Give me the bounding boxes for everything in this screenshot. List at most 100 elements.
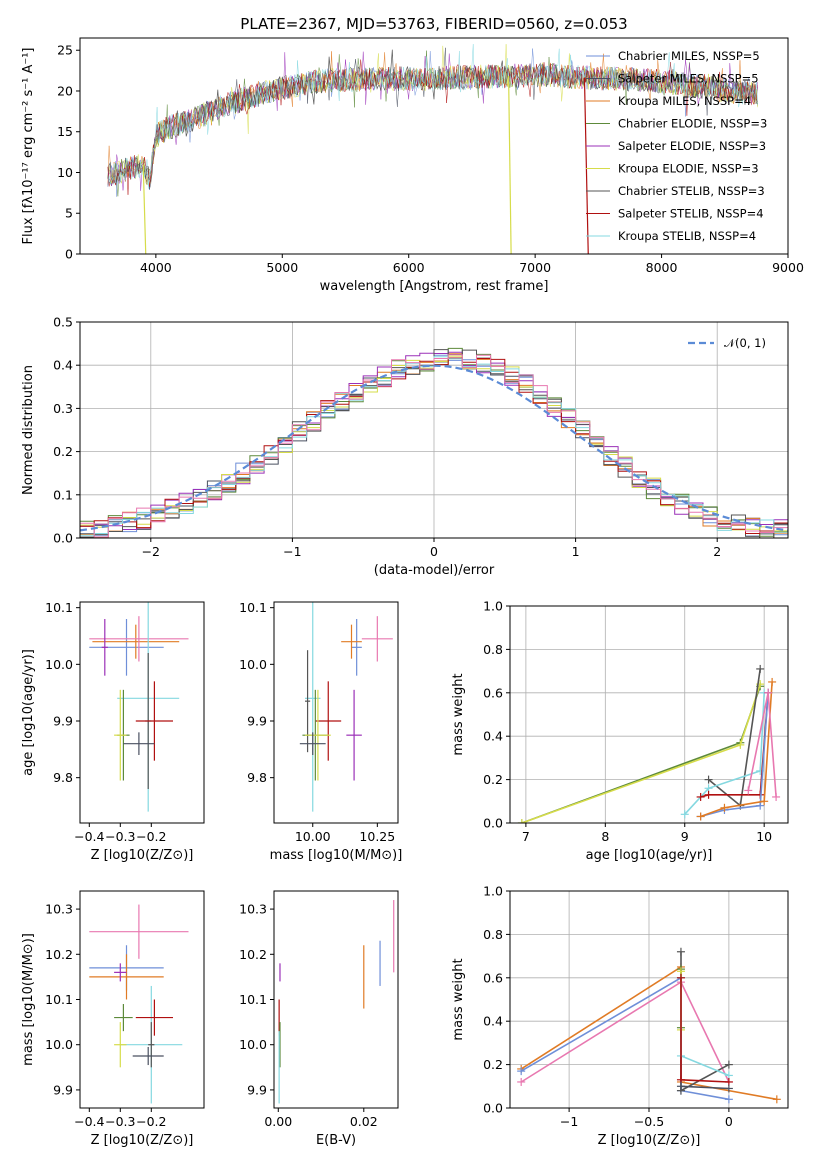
x-tick-label: 0.00 bbox=[264, 1114, 292, 1129]
axes-frame bbox=[273, 890, 399, 1109]
x-axis-label: wavelength [Angstrom, rest frame] bbox=[320, 279, 549, 294]
y-tick-label: 20 bbox=[57, 83, 73, 98]
plot-area bbox=[517, 947, 781, 1104]
y-tick-label: 0.0 bbox=[483, 1101, 503, 1116]
axes-frame bbox=[79, 890, 205, 1109]
legend: Chabrier MILES, NSSP=5 Salpeter MILES, NS… bbox=[586, 49, 767, 243]
axes-frame bbox=[79, 37, 789, 255]
series-line bbox=[684, 692, 765, 815]
y-tick-label: 10.2 bbox=[239, 947, 267, 962]
x-axis-label: Z [log10(Z/Z⊙)] bbox=[91, 848, 194, 863]
errorbar-point bbox=[305, 689, 331, 781]
errorbar-point bbox=[114, 689, 127, 781]
errorbar-point bbox=[135, 681, 173, 761]
errorbar-point bbox=[305, 650, 311, 753]
y-tick-label: 9.8 bbox=[53, 770, 73, 785]
x-axis-label: (data-model)/error bbox=[374, 563, 495, 578]
y-tick-label: 9.9 bbox=[247, 714, 267, 729]
axes-frame bbox=[273, 601, 399, 824]
errorbar-point bbox=[346, 689, 362, 781]
legend: 𝒩(0, 1) bbox=[688, 336, 766, 350]
y-tick-label: 10.1 bbox=[45, 600, 73, 615]
legend-label: Kroupa STELIB, NSSP=4 bbox=[618, 229, 756, 243]
x-tick-label: 10.25 bbox=[359, 829, 395, 844]
x-axis-label: mass [log10(M/M⊙)] bbox=[270, 848, 403, 863]
y-tick-label: 10.0 bbox=[45, 1037, 73, 1052]
x-tick-label: −1 bbox=[560, 1114, 578, 1129]
x-tick-label: 2 bbox=[713, 544, 721, 559]
figure-title: PLATE=2367, MJD=53763, FIBERID=0560, z=0… bbox=[240, 15, 627, 33]
y-axis-label: Flux [fλ10⁻¹⁷ erg cm⁻² s⁻¹ A⁻¹] bbox=[21, 48, 36, 245]
y-tick-label: 1.0 bbox=[483, 599, 503, 614]
x-tick-label: 7000 bbox=[519, 260, 551, 275]
x-tick-label: −0.2 bbox=[136, 1114, 166, 1129]
legend-label: Chabrier STELIB, NSSP=3 bbox=[618, 184, 765, 198]
errorbar-point bbox=[351, 619, 362, 676]
x-axis-label: E(B-V) bbox=[316, 1133, 356, 1148]
legend-label: Kroupa MILES, NSSP=4 bbox=[618, 94, 751, 108]
panel-mass-vs-EBV: 0.00 0.02 9.9 10.0 10.1 10.2 10.3 E(B-V) bbox=[239, 890, 399, 1148]
panel-age-vs-Z: −0.4 −0.3 −0.2 9.8 9.9 10.0 10.1 Z [log10(Z/Z⊙)… bbox=[21, 600, 205, 863]
y-axis-label: age [log10(age/yr)] bbox=[21, 649, 36, 776]
y-tick-label: 0.5 bbox=[53, 315, 73, 330]
errorbar-point bbox=[123, 732, 155, 755]
y-tick-label: 0.4 bbox=[483, 1014, 503, 1029]
spectrum-line bbox=[107, 44, 758, 189]
y-tick-label: 10 bbox=[57, 165, 73, 180]
plot-area bbox=[517, 664, 781, 823]
y-tick-label: 25 bbox=[57, 43, 73, 58]
y-tick-label: 0.0 bbox=[483, 816, 503, 831]
x-tick-label: 9 bbox=[681, 829, 689, 844]
errorbar-point bbox=[132, 1046, 164, 1066]
spectrum-dropout bbox=[142, 164, 147, 254]
x-tick-label: 8000 bbox=[646, 260, 678, 275]
spectrum-dropout bbox=[507, 75, 512, 254]
y-tick-label: 0.4 bbox=[483, 729, 503, 744]
y-tick-label: 10.0 bbox=[239, 1037, 267, 1052]
errorbar-point bbox=[114, 1022, 127, 1068]
legend-label: Salpeter MILES, NSSP=5 bbox=[618, 72, 759, 86]
legend-label: Salpeter STELIB, NSSP=4 bbox=[618, 207, 764, 221]
y-tick-label: 0.2 bbox=[483, 772, 503, 787]
x-tick-label: 6000 bbox=[393, 260, 425, 275]
x-tick-label: −0.3 bbox=[105, 829, 135, 844]
x-tick-label: 0 bbox=[725, 1114, 733, 1129]
errorbar-point bbox=[361, 616, 393, 662]
panel-age-vs-mass: 10.00 10.25 9.8 9.9 10.0 10.1 mass [log10(M/M⊙… bbox=[239, 600, 403, 863]
panel-mass-weight-vs-Z: −1 −0.5 0 0.0 0.2 0.4 0.6 0.8 1.0 Z [log10(Z/Z⊙)]… bbox=[451, 884, 789, 1148]
y-tick-label: 10.1 bbox=[239, 600, 267, 615]
y-axis-label: mass [log10(M/M⊙)] bbox=[21, 933, 36, 1066]
y-tick-label: 9.9 bbox=[53, 714, 73, 729]
x-axis-label: age [log10(age/yr)] bbox=[586, 848, 713, 863]
errorbar-point bbox=[114, 1004, 133, 1032]
errorbar-point bbox=[135, 999, 173, 1036]
y-tick-label: 9.9 bbox=[53, 1082, 73, 1097]
series-line bbox=[521, 686, 761, 823]
legend-label: Kroupa ELODIE, NSSP=3 bbox=[618, 162, 759, 176]
panel-mass-vs-Z: −0.4 −0.3 −0.2 9.9 10.0 10.1 10.2 10.3 Z [log10(… bbox=[21, 890, 205, 1148]
y-tick-label: 10.1 bbox=[239, 992, 267, 1007]
series-line bbox=[700, 681, 773, 818]
errorbar-point bbox=[315, 681, 342, 761]
y-tick-label: 15 bbox=[57, 124, 73, 139]
x-tick-label: −0.5 bbox=[634, 1114, 664, 1129]
y-axis-label: Normed distribution bbox=[21, 365, 36, 495]
series-line bbox=[680, 1085, 729, 1090]
x-tick-label: 7 bbox=[522, 829, 530, 844]
x-tick-label: −0.3 bbox=[105, 1114, 135, 1129]
x-tick-label: 9000 bbox=[772, 260, 804, 275]
errorbar-point bbox=[341, 624, 362, 659]
y-tick-label: 10.0 bbox=[239, 657, 267, 672]
panel-mass-weight-vs-age: 7 8 9 10 0.0 0.2 0.4 0.6 0.8 1.0 age [log10(age/yr… bbox=[451, 599, 789, 863]
y-tick-label: 10.3 bbox=[45, 902, 73, 917]
y-tick-label: 0.3 bbox=[53, 401, 73, 416]
series-line bbox=[680, 977, 730, 1077]
y-tick-label: 10.3 bbox=[239, 902, 267, 917]
panel-residuals: −2 −1 0 1 2 0.0 0.1 0.2 0.3 0.4 0.5 (data-model)/er… bbox=[21, 315, 789, 578]
x-tick-label: 4000 bbox=[140, 260, 172, 275]
plot-area bbox=[299, 602, 393, 812]
y-tick-label: 9.8 bbox=[247, 770, 267, 785]
x-tick-label: −0.4 bbox=[74, 1114, 104, 1129]
legend-label: Chabrier MILES, NSSP=5 bbox=[618, 49, 760, 63]
legend-label: Salpeter ELODIE, NSSP=3 bbox=[618, 139, 766, 153]
